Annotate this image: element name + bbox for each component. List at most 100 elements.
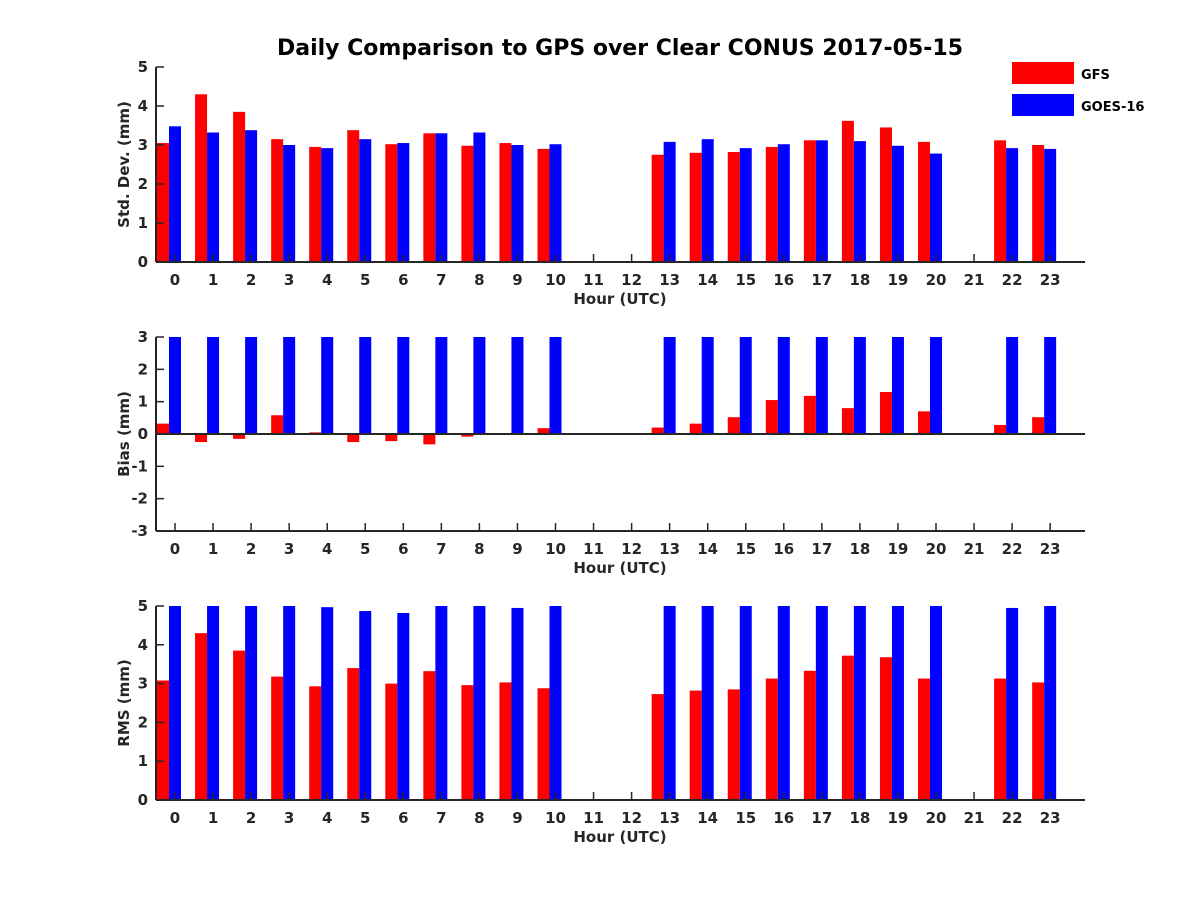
- bias-xtick-label: 5: [360, 540, 370, 558]
- rms-xtick-label: 3: [284, 809, 294, 827]
- std-dev-bar-goes16-13: [663, 141, 676, 262]
- bias-bar-gfs-3: [271, 415, 284, 434]
- rms-bar-gfs-6: [385, 683, 398, 800]
- rms-bar-gfs-19: [879, 657, 892, 800]
- bias-bar-gfs-14: [689, 423, 702, 434]
- bias-bar-gfs-18: [841, 408, 854, 434]
- std-dev-bar-gfs-5: [347, 130, 360, 262]
- bias-bar-gfs-7: [423, 434, 436, 445]
- rms-xtick-label: 21: [964, 809, 985, 827]
- std-dev-ytick-label: 3: [138, 136, 148, 154]
- rms-bar-goes16-19: [891, 606, 904, 800]
- rms-bar-goes16-20: [930, 606, 942, 800]
- rms-ytick-label: 3: [138, 675, 148, 693]
- rms-xtick-label: 6: [398, 809, 408, 827]
- bias-xtick-label: 6: [398, 540, 408, 558]
- bias-bar-goes16-4: [321, 337, 334, 434]
- std-dev-bar-goes16-15: [739, 148, 752, 262]
- bias-xtick-label: 22: [1002, 540, 1023, 558]
- bias-ytick-label: 1: [138, 393, 148, 411]
- rms-bar-goes16-14: [701, 606, 714, 800]
- bias-bar-goes16-7: [435, 337, 448, 434]
- rms-xtick-label: 14: [697, 809, 718, 827]
- bias-xtick-label: 23: [1040, 540, 1061, 558]
- std-dev-xtick-label: 22: [1002, 271, 1023, 289]
- bias-xtick-label: 1: [208, 540, 218, 558]
- std-dev-bar-goes16-9: [511, 145, 524, 262]
- std-dev-xtick-label: 6: [398, 271, 408, 289]
- std-dev-bar-goes16-6: [397, 143, 410, 262]
- std-dev-xtick-label: 20: [926, 271, 947, 289]
- std-dev-bar-gfs-1: [195, 94, 208, 262]
- bias-bar-goes16-5: [359, 337, 372, 434]
- bias-ytick-label: 3: [138, 328, 148, 346]
- std-dev-bar-gfs-18: [841, 120, 854, 262]
- rms-bar-goes16-10: [549, 606, 562, 800]
- std-dev-xtick-label: 0: [170, 271, 180, 289]
- rms-bar-goes16-22: [1006, 607, 1019, 800]
- rms-xtick-label: 19: [888, 809, 909, 827]
- rms-bar-gfs-16: [765, 678, 778, 800]
- std-dev-xtick-label: 21: [964, 271, 985, 289]
- rms-bar-gfs-14: [689, 690, 702, 800]
- bias-bar-gfs-15: [727, 417, 740, 434]
- legend: GFS GOES-16: [1012, 62, 1144, 116]
- std-dev-ylabel: Std. Dev. (mm): [115, 101, 133, 228]
- std-dev-bar-goes16-23: [1044, 148, 1057, 262]
- rms-bar-goes16-23: [1044, 606, 1057, 800]
- std-dev-xtick-label: 1: [208, 271, 218, 289]
- std-dev-bar-goes16-0: [169, 126, 181, 262]
- std-dev-bar-gfs-20: [918, 141, 930, 262]
- std-dev-xtick-label: 15: [735, 271, 756, 289]
- std-dev-xtick-label: 7: [436, 271, 446, 289]
- bias-bar-goes16-6: [397, 337, 410, 434]
- rms-bar-goes16-5: [359, 611, 372, 800]
- rms-bar-goes16-15: [739, 606, 752, 800]
- std-dev-xlabel: Hour (UTC): [573, 290, 666, 308]
- std-dev-bar-gfs-7: [423, 133, 436, 262]
- rms-bar-goes16-9: [511, 607, 524, 800]
- bias-xtick-label: 15: [735, 540, 756, 558]
- bias-xtick-label: 14: [697, 540, 718, 558]
- std-dev-ytick-label: 2: [138, 175, 148, 193]
- rms-ytick-label: 4: [138, 636, 148, 654]
- std-dev-bar-gfs-15: [727, 152, 740, 262]
- bias-xtick-label: 10: [545, 540, 566, 558]
- legend-swatch-goes16: [1012, 94, 1074, 116]
- rms-bar-gfs-1: [195, 633, 208, 800]
- rms-bar-gfs-10: [537, 688, 550, 800]
- bias-bar-gfs-23: [1032, 417, 1045, 434]
- rms-ylabel: RMS (mm): [115, 659, 133, 746]
- std-dev-bar-goes16-1: [207, 132, 220, 262]
- bias-bar-goes16-2: [245, 337, 258, 434]
- std-dev-bar-goes16-14: [701, 139, 714, 262]
- bias-ytick-label: 2: [138, 360, 148, 378]
- rms-bar-goes16-6: [397, 612, 410, 800]
- bias-bar-goes16-10: [549, 337, 562, 434]
- rms-bar-gfs-9: [499, 682, 512, 800]
- std-dev-xtick-label: 16: [773, 271, 794, 289]
- bias-bar-goes16-0: [169, 337, 181, 434]
- legend-label-goes16: GOES-16: [1081, 100, 1144, 115]
- rms-bar-gfs-22: [994, 678, 1007, 800]
- rms-xtick-label: 11: [583, 809, 604, 827]
- std-dev-bar-gfs-9: [499, 143, 512, 262]
- chart-title: Daily Comparison to GPS over Clear CONUS…: [277, 36, 963, 61]
- rms-bar-goes16-16: [777, 606, 790, 800]
- std-dev-bar-gfs-3: [271, 139, 284, 262]
- rms-bar-gfs-5: [347, 668, 360, 800]
- rms-xtick-label: 17: [811, 809, 832, 827]
- bias-xtick-label: 0: [170, 540, 180, 558]
- legend-label-gfs: GFS: [1081, 68, 1110, 83]
- legend-swatch-gfs: [1012, 62, 1074, 84]
- rms-xtick-label: 20: [926, 809, 947, 827]
- rms-bar-gfs-4: [309, 686, 322, 800]
- bias-ytick-label: -3: [131, 522, 148, 540]
- std-dev-xtick-label: 19: [888, 271, 909, 289]
- rms-bar-goes16-2: [245, 606, 258, 800]
- rms-bar-goes16-18: [853, 606, 866, 800]
- rms-xtick-label: 23: [1040, 809, 1061, 827]
- std-dev-ytick-label: 0: [138, 253, 148, 271]
- rms-bar-goes16-3: [283, 606, 296, 800]
